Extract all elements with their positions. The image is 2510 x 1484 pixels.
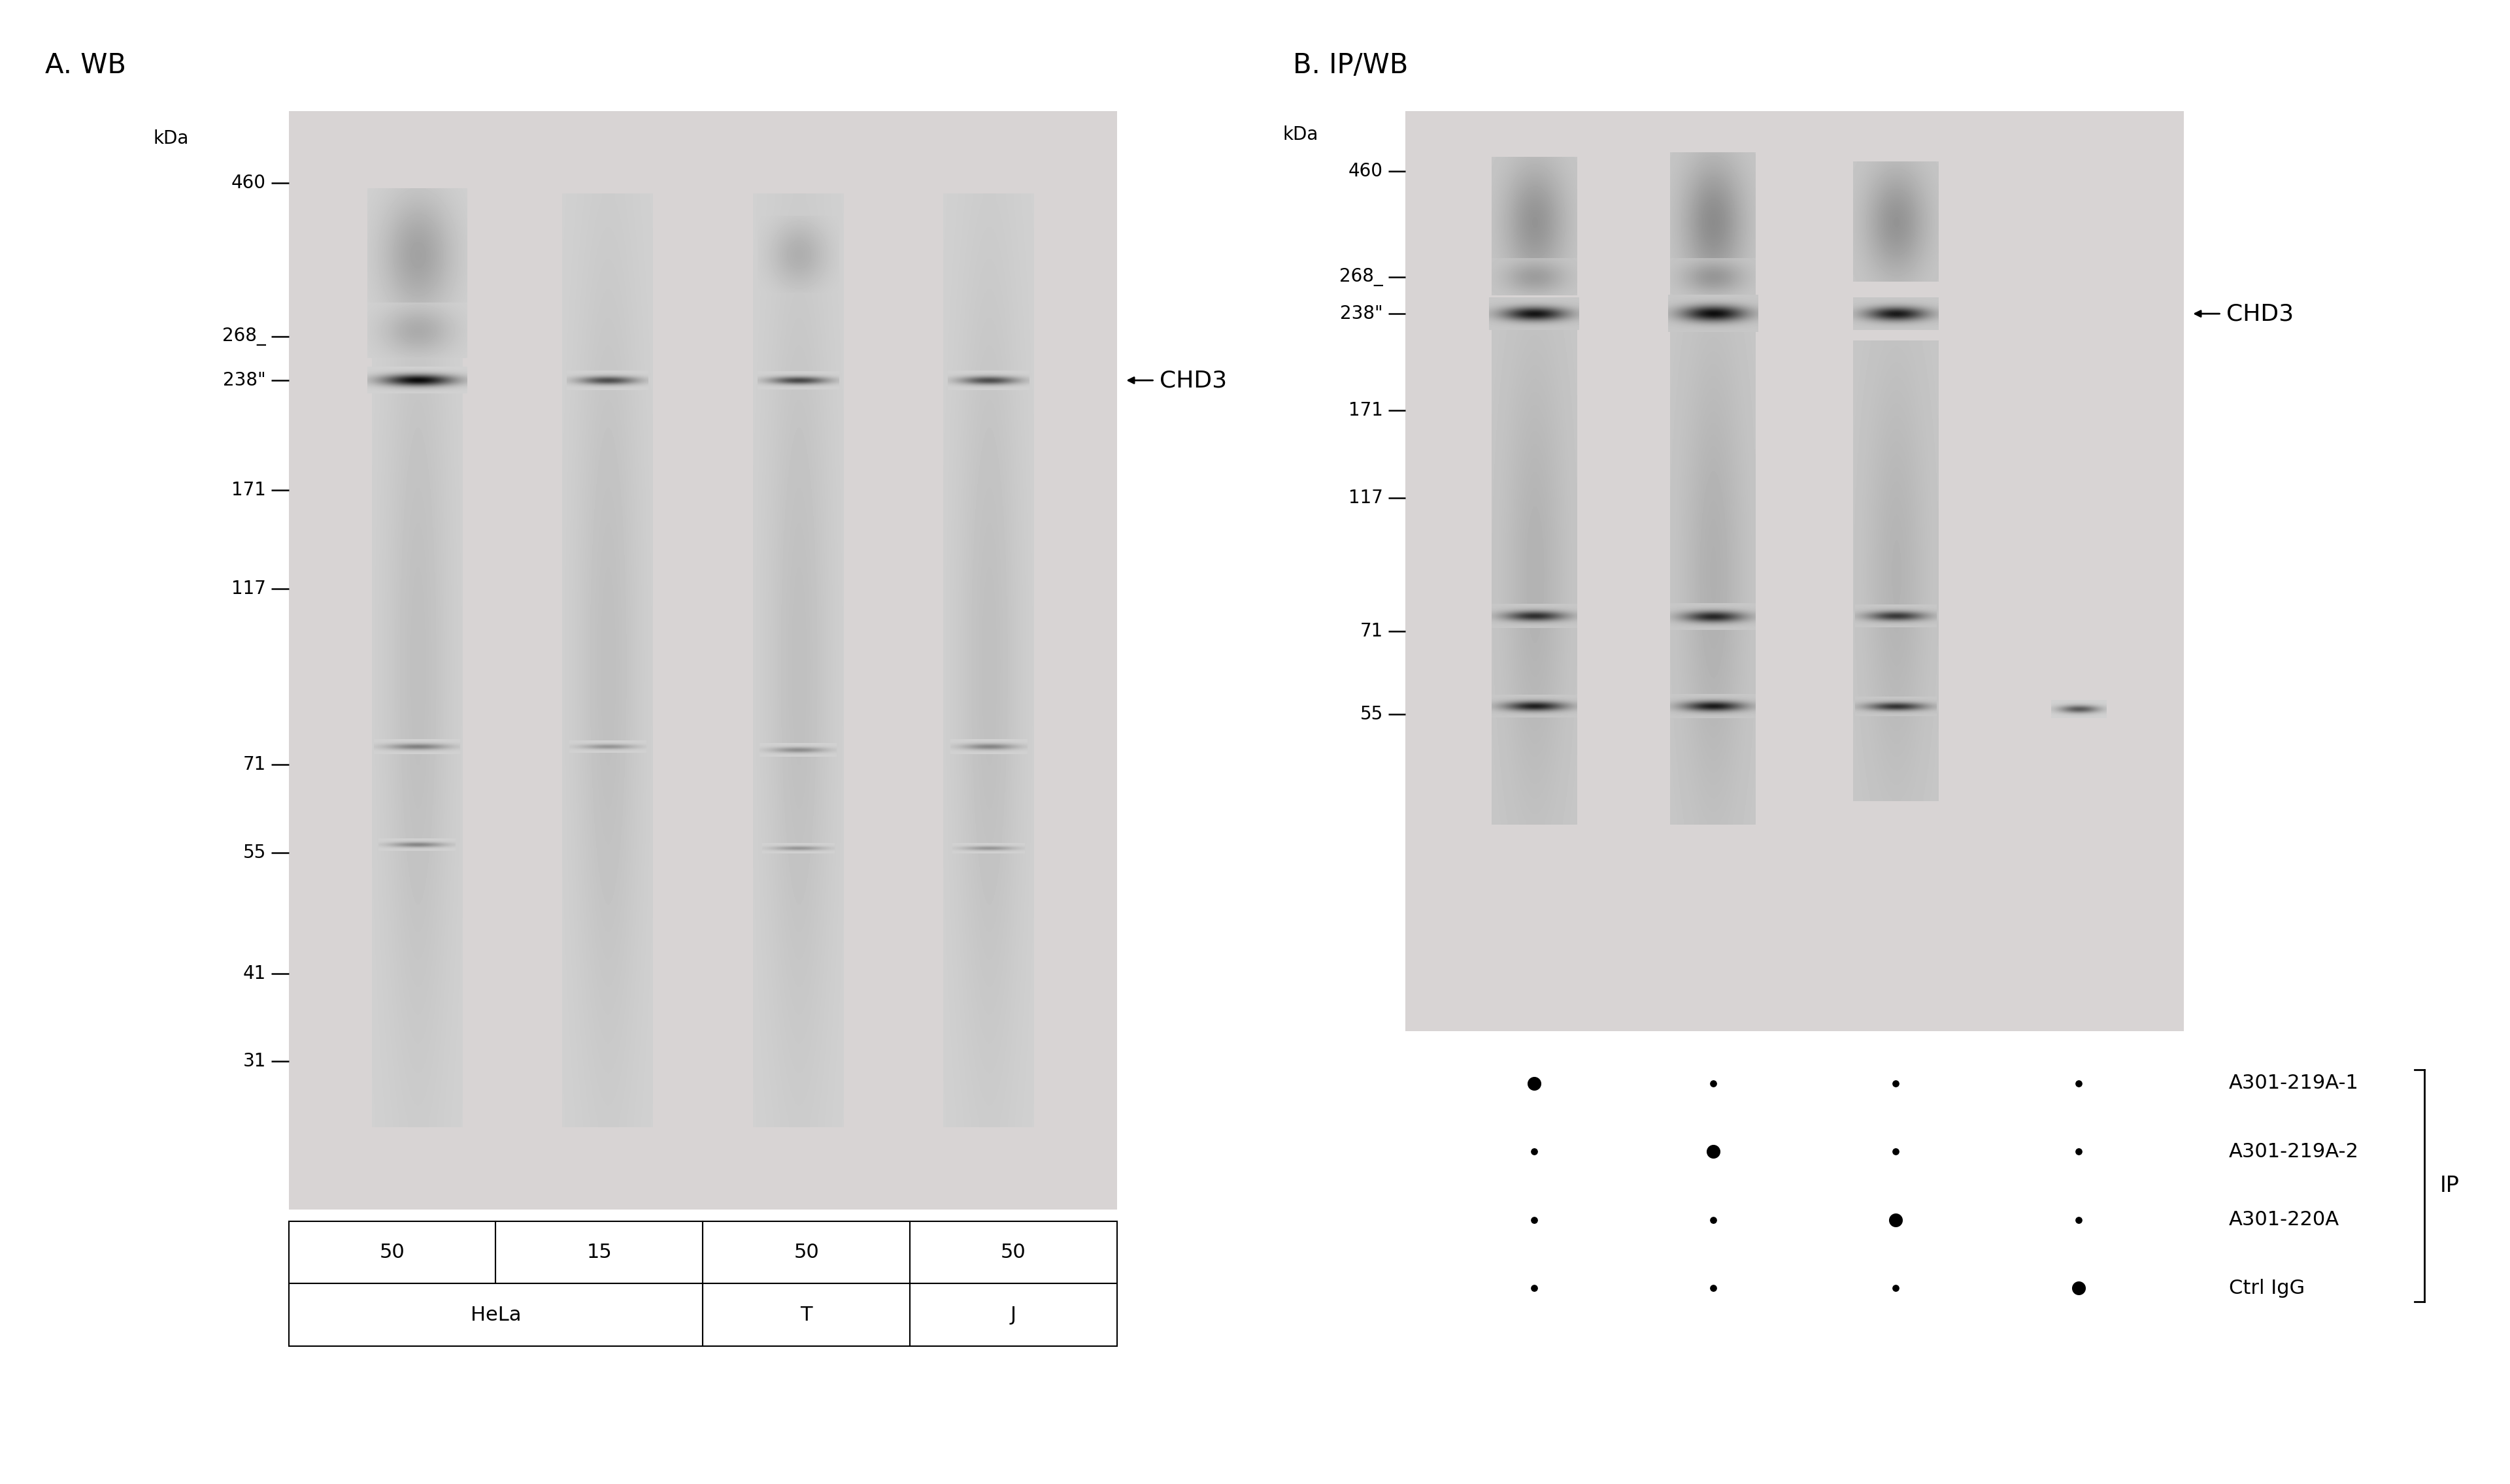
Text: J: J	[1012, 1306, 1017, 1324]
Text: 238": 238"	[223, 371, 266, 389]
Point	[1692, 1071, 1732, 1095]
Text: 268_: 268_	[1340, 267, 1383, 286]
Point	[1875, 1276, 1915, 1300]
Text: kDa: kDa	[153, 129, 188, 148]
Text: A301-219A-1: A301-219A-1	[2229, 1074, 2359, 1092]
Bar	[497, 1221, 703, 1284]
Point	[1692, 1208, 1732, 1232]
Point	[2058, 1140, 2098, 1163]
Text: kDa: kDa	[1283, 125, 1318, 144]
Bar	[289, 1221, 497, 1284]
Point	[1514, 1071, 1554, 1095]
Text: 50: 50	[1001, 1244, 1027, 1261]
Text: 55: 55	[1360, 705, 1383, 723]
Text: 117: 117	[1348, 488, 1383, 508]
Text: 50: 50	[379, 1244, 404, 1261]
Text: T: T	[801, 1306, 813, 1324]
Bar	[909, 1221, 1117, 1284]
Point	[1514, 1208, 1554, 1232]
Text: IP: IP	[2440, 1175, 2460, 1196]
Text: 238": 238"	[1340, 304, 1383, 324]
Text: 268_: 268_	[223, 328, 266, 346]
Text: 71: 71	[243, 755, 266, 773]
Point	[1692, 1140, 1732, 1163]
Bar	[909, 1284, 1117, 1346]
Point	[1875, 1208, 1915, 1232]
Point	[1514, 1276, 1554, 1300]
Text: A. WB: A. WB	[45, 52, 126, 79]
Text: 15: 15	[587, 1244, 612, 1261]
Text: 460: 460	[1348, 162, 1383, 180]
Bar	[703, 1221, 909, 1284]
Text: B. IP/WB: B. IP/WB	[1293, 52, 1408, 79]
Text: 171: 171	[1348, 401, 1383, 420]
Text: A301-220A: A301-220A	[2229, 1211, 2339, 1229]
Text: Ctrl IgG: Ctrl IgG	[2229, 1279, 2304, 1297]
Text: 171: 171	[231, 481, 266, 499]
Text: 41: 41	[243, 965, 266, 982]
Text: CHD3: CHD3	[2226, 303, 2294, 325]
Point	[1875, 1140, 1915, 1163]
Point	[2058, 1208, 2098, 1232]
Text: 71: 71	[1360, 622, 1383, 640]
Text: A301-219A-2: A301-219A-2	[2229, 1143, 2359, 1160]
Bar	[289, 1284, 703, 1346]
Point	[2058, 1276, 2098, 1300]
Point	[1692, 1276, 1732, 1300]
Bar	[703, 1284, 909, 1346]
Text: 50: 50	[793, 1244, 818, 1261]
Point	[1514, 1140, 1554, 1163]
Text: 117: 117	[231, 580, 266, 598]
Text: 55: 55	[243, 843, 266, 862]
Point	[1875, 1071, 1915, 1095]
Text: 31: 31	[243, 1052, 266, 1070]
Text: 460: 460	[231, 174, 266, 191]
Bar	[289, 111, 1117, 1209]
Bar	[1406, 111, 2184, 1031]
Text: CHD3: CHD3	[1160, 370, 1227, 392]
Text: HeLa: HeLa	[469, 1306, 522, 1324]
Point	[2058, 1071, 2098, 1095]
